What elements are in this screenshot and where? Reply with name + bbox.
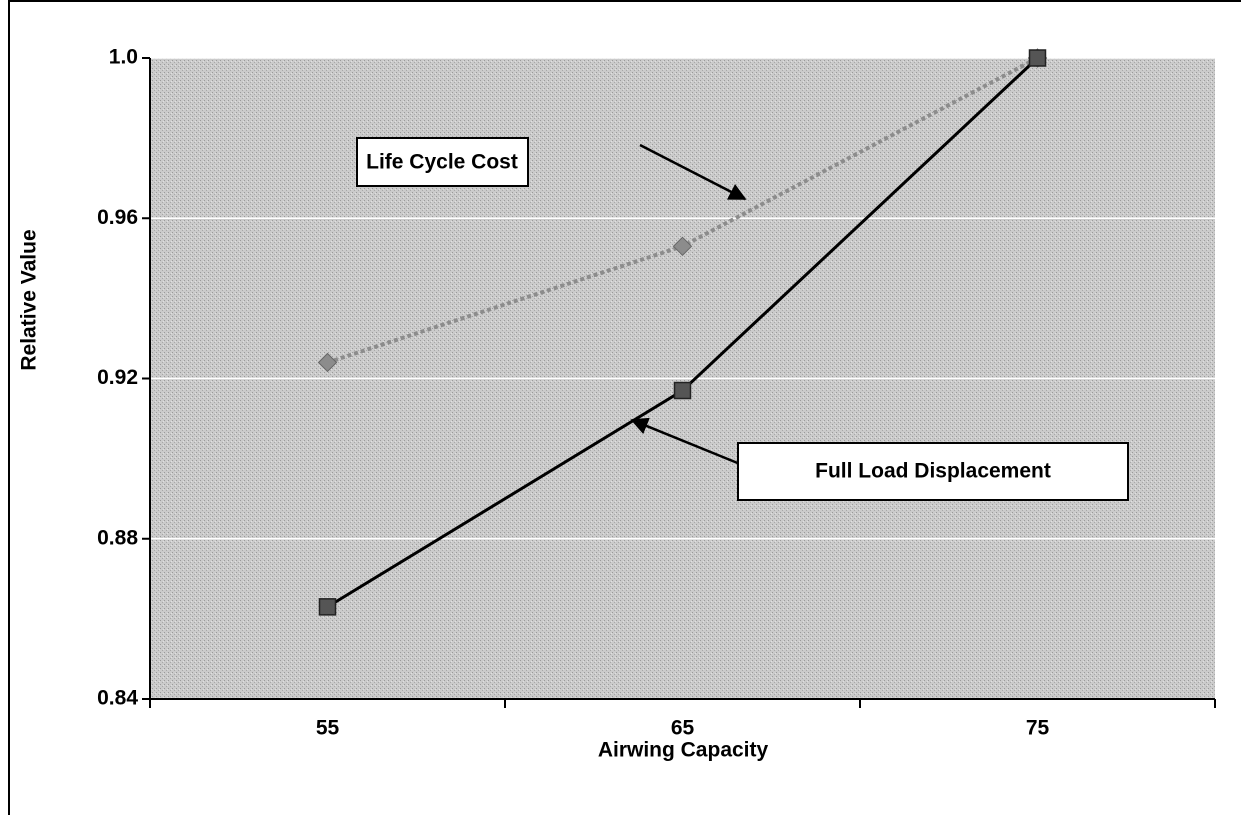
marker [673, 381, 692, 400]
annotation-arrow [630, 417, 741, 466]
annotation: Life Cycle Cost [366, 151, 518, 174]
marker [1028, 49, 1047, 67]
marker [318, 598, 337, 616]
y-tick-label: 0.84 [97, 687, 138, 710]
y-tick-label: 0.88 [97, 526, 138, 549]
x-axis-label: Airwing Capacity [598, 739, 769, 762]
y-tick-label: 1.0 [109, 46, 138, 69]
marker [672, 236, 693, 257]
marker [317, 352, 338, 373]
annotation-box [737, 442, 1129, 501]
x-axis-ticks [149, 699, 1216, 708]
x-tick-label: 65 [671, 717, 695, 740]
annotation: Full Load Displacement [815, 460, 1051, 483]
x-tick-label: 75 [1026, 717, 1050, 740]
x-tick-label: 55 [316, 717, 340, 740]
annotation-arrow [639, 143, 747, 201]
y-tick-label: 0.96 [97, 206, 138, 229]
annotation-box [356, 137, 529, 187]
y-tick-label: 0.92 [97, 366, 138, 389]
y-axis-label: Relative Value [18, 229, 41, 370]
